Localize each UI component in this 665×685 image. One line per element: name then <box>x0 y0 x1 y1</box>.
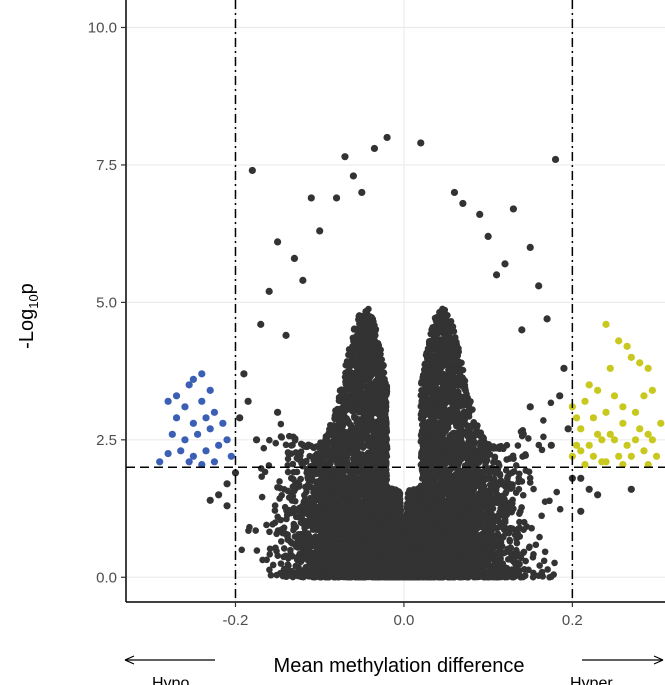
cloud-point <box>516 510 523 517</box>
cloud-point <box>556 505 564 513</box>
cloud-point <box>277 538 285 545</box>
cloud-point <box>544 566 551 573</box>
cloud-point <box>313 443 320 450</box>
cloud-point <box>343 379 350 387</box>
cloud-point <box>551 559 558 567</box>
cloud-point <box>277 560 285 567</box>
cloud-point <box>514 442 522 449</box>
cloud-point <box>266 436 273 444</box>
cloud-point <box>536 562 543 569</box>
cloud-point <box>525 435 532 442</box>
cloud-point <box>272 439 280 447</box>
cloud-point <box>277 420 285 428</box>
cloud-point <box>465 432 472 440</box>
cloud-point <box>252 527 260 534</box>
cloud-point <box>253 547 261 554</box>
cloud-point <box>284 455 292 463</box>
cloud-point <box>526 479 534 486</box>
cloud-point <box>280 545 288 552</box>
cloud-point <box>503 456 510 463</box>
nonsignificant-point-cloud <box>238 305 564 581</box>
cloud-point <box>519 491 527 499</box>
cloud-point <box>512 462 520 469</box>
cloud-point <box>535 441 543 449</box>
cloud-point <box>538 446 546 454</box>
cloud-point <box>266 545 274 553</box>
cloud-point <box>525 566 532 574</box>
cloud-point <box>350 326 358 333</box>
cloud-point <box>263 556 270 564</box>
cloud-point <box>276 478 283 485</box>
cloud-point <box>540 417 547 424</box>
cloud-point <box>271 507 279 514</box>
cloud-point <box>276 495 283 502</box>
cloud-point <box>266 550 274 558</box>
cloud-point <box>310 456 317 464</box>
cloud-point <box>289 460 297 468</box>
cloud-point <box>474 422 481 429</box>
cloud-point <box>266 566 273 574</box>
cloud-point <box>267 571 275 579</box>
